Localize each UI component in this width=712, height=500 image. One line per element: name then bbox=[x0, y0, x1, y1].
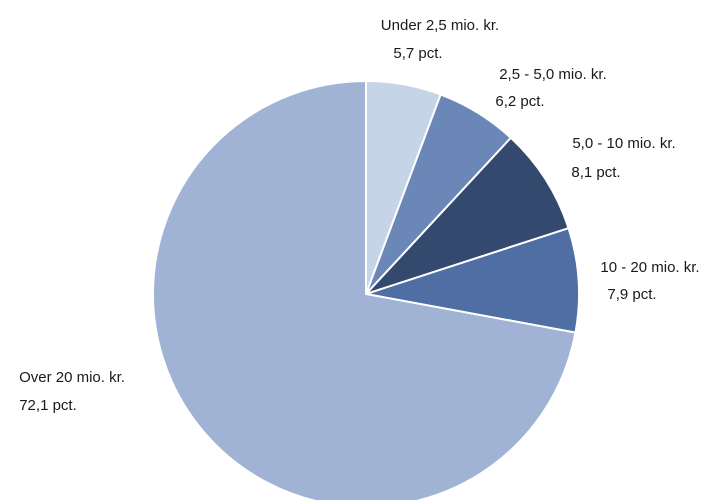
slice-label-10-to-20: 10 - 20 mio. kr. bbox=[600, 259, 699, 276]
slice-value-10-to-20: 7,9 pct. bbox=[607, 286, 656, 303]
slice-label-2-5-to-5-0: 2,5 - 5,0 mio. kr. bbox=[499, 66, 607, 83]
slice-value-under-2-5: 5,7 pct. bbox=[393, 45, 442, 62]
slice-label-under-2-5: Under 2,5 mio. kr. bbox=[381, 17, 499, 34]
pie-slice-4 bbox=[152, 80, 577, 500]
slice-value-over-20: 72,1 pct. bbox=[19, 397, 77, 414]
slice-label-5-0-to-10: 5,0 - 10 mio. kr. bbox=[572, 135, 675, 152]
pie-slice-2 bbox=[365, 136, 570, 295]
slice-value-2-5-to-5-0: 6,2 pct. bbox=[495, 93, 544, 110]
pie-slice-3 bbox=[365, 227, 580, 334]
slice-value-5-0-to-10: 8,1 pct. bbox=[571, 164, 620, 181]
slice-label-over-20: Over 20 mio. kr. bbox=[19, 369, 125, 386]
pie-slices bbox=[152, 80, 580, 500]
